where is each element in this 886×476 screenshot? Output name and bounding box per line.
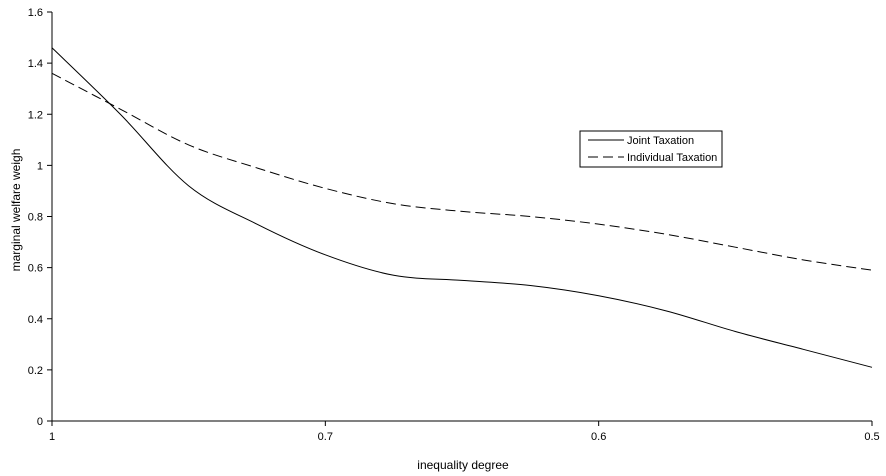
x-tick-label: 0.7 <box>318 431 333 443</box>
x-axis: 1 0.7 0.6 0.5 <box>49 420 880 443</box>
series-layer <box>51 47 873 368</box>
x-tick-label: 1 <box>49 431 55 443</box>
y-tick-label: 1.6 <box>28 7 43 19</box>
legend-box <box>579 130 723 168</box>
y-tick-label: 0 <box>37 416 43 428</box>
legend-label-joint-taxation: Joint Taxation <box>627 135 694 147</box>
y-tick-label: 0.8 <box>28 212 43 224</box>
y-tick-label: 1.2 <box>28 109 43 121</box>
x-axis-title: inequality degree <box>417 458 509 472</box>
y-tick-label: 1 <box>37 160 43 172</box>
legend: Joint Taxation Individual Taxation <box>579 130 723 168</box>
x-tick-label: 0.5 <box>864 431 879 443</box>
x-tick-label: 0.6 <box>591 431 606 443</box>
legend-label-individual-taxation: Individual Taxation <box>627 152 717 164</box>
series-line-individual-taxation <box>51 72 873 271</box>
y-tick-label: 0.6 <box>28 263 43 275</box>
y-axis: 0 0.2 0.4 0.6 0.8 1 1.2 1.4 1.6 <box>28 7 53 428</box>
series-line-joint-taxation <box>51 47 873 368</box>
y-tick-label: 0.4 <box>28 314 43 326</box>
y-axis-title: marginal welfare weigh <box>9 149 23 272</box>
y-tick-label: 1.4 <box>28 58 43 70</box>
y-tick-label: 0.2 <box>28 365 43 377</box>
